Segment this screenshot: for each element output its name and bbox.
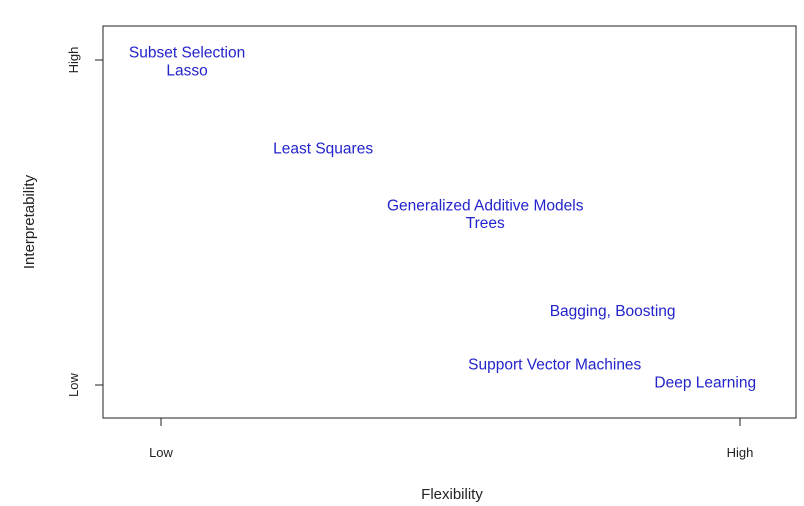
point-label: Subset Selection — [129, 45, 245, 62]
x-tick-label: Low — [149, 445, 173, 460]
point-label: Least Squares — [273, 140, 373, 157]
point-label: Generalized Additive Models — [387, 197, 584, 214]
point-label: Deep Learning — [654, 374, 756, 391]
x-tick-label: High — [727, 445, 754, 460]
point-label: Support Vector Machines — [468, 357, 641, 374]
point-label: Bagging, Boosting — [550, 303, 676, 320]
y-axis: Low High — [66, 47, 103, 397]
point-label: Trees — [466, 215, 505, 232]
y-tick-label: High — [66, 47, 81, 74]
y-tick-label: Low — [66, 372, 81, 396]
x-axis-title: Flexibility — [421, 486, 483, 503]
point-label: Lasso — [166, 62, 207, 79]
plot-frame — [102, 25, 797, 419]
y-axis-title: Interpretability — [21, 174, 38, 269]
x-axis: Low High — [149, 418, 753, 460]
